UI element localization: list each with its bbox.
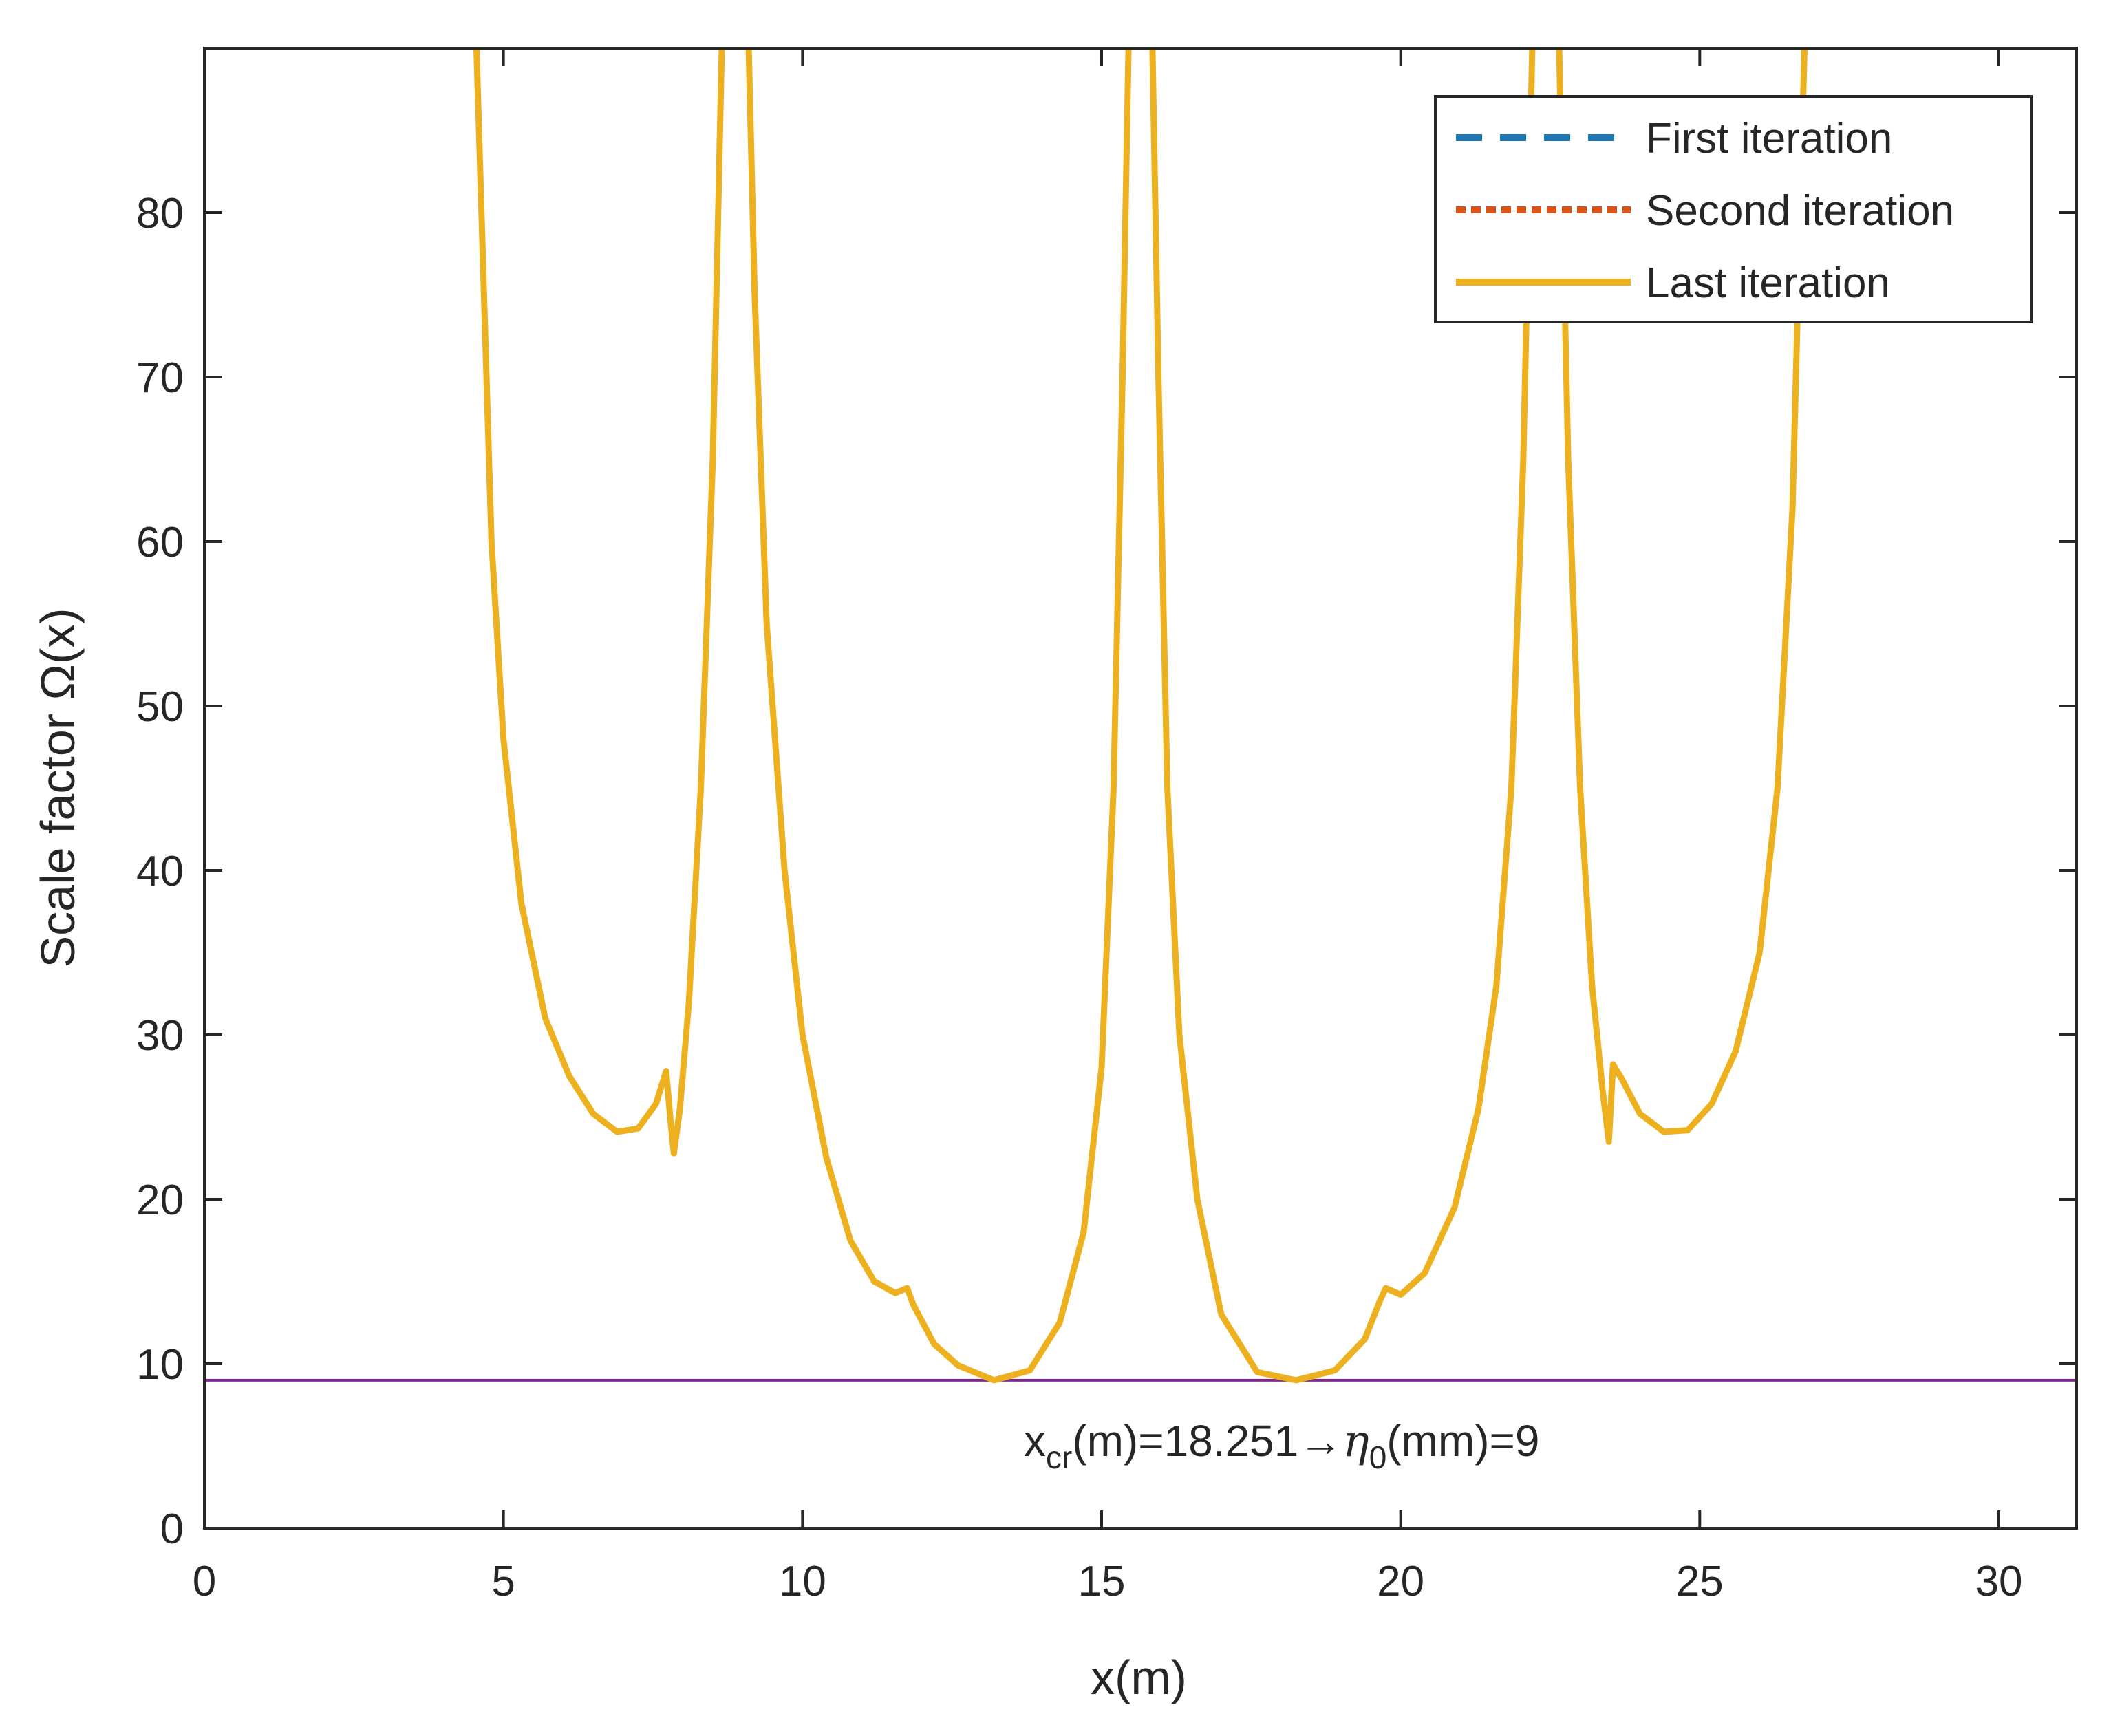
last-iteration-line-segment-1 <box>473 48 725 1157</box>
x-tick-label: 15 <box>1078 1558 1126 1605</box>
y-tick-label: 40 <box>136 848 184 895</box>
annotation-sub-0: 0 <box>1369 1439 1387 1475</box>
y-axis-label: Scale factor Ω(x) <box>31 608 85 967</box>
annotation-sub-cr: cr <box>1046 1439 1072 1475</box>
annotation-x: x <box>1024 1416 1046 1466</box>
y-tick-label: 10 <box>136 1341 184 1389</box>
x-tick-label: 10 <box>779 1558 826 1605</box>
y-tick-label: 50 <box>136 683 184 731</box>
y-tick-label: 0 <box>160 1505 184 1553</box>
last-iteration-line-segment-2 <box>745 48 1132 1384</box>
legend: First iteration Second iteration Last it… <box>1434 95 2033 323</box>
annotation-eta: η <box>1342 1416 1369 1467</box>
series-layer <box>204 48 2077 1384</box>
y-tick-label: 80 <box>136 190 184 237</box>
x-tick-label: 0 <box>193 1558 216 1605</box>
last-iteration-line-segment-4 <box>1556 48 1808 1145</box>
y-tick-label: 70 <box>136 354 184 402</box>
x-tick-label: 25 <box>1676 1558 1724 1605</box>
annotation-end: (mm)=9 <box>1386 1416 1539 1466</box>
x-tick-label: 30 <box>1975 1558 2023 1605</box>
annotation-mid: (m)=18.251→ <box>1072 1416 1342 1466</box>
critical-point-annotation: xcr(m)=18.251→η0(mm)=9 <box>1024 1416 1540 1475</box>
legend-label-last: Last iteration <box>1646 259 1890 307</box>
y-tick-label: 20 <box>136 1177 184 1224</box>
legend-label-second: Second iteration <box>1646 187 1954 235</box>
last-iteration-line-segment-3 <box>1149 48 1536 1384</box>
plot-frame <box>203 47 2078 1530</box>
legend-label-first: First iteration <box>1646 115 1892 162</box>
y-tick-label: 30 <box>136 1012 184 1060</box>
x-tick-label: 5 <box>491 1558 515 1605</box>
y-tick-label: 60 <box>136 519 184 566</box>
x-tick-label: 20 <box>1377 1558 1424 1605</box>
x-axis-label: x(m) <box>1091 1651 1187 1704</box>
tick-layer: 0 5 10 15 20 25 30 0 10 20 30 40 50 60 70 80 <box>136 48 2077 1605</box>
